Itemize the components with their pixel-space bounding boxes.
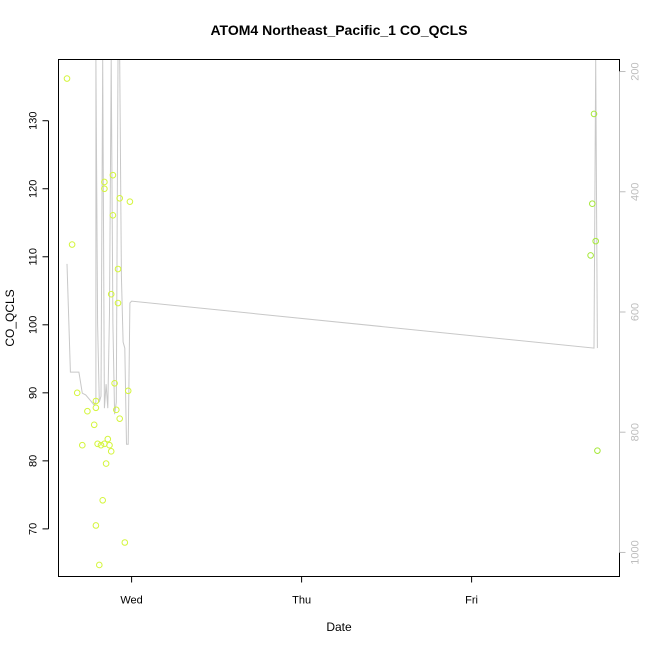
- y-tick-label: 120: [28, 180, 40, 198]
- data-point: [97, 441, 105, 449]
- data-point: [109, 171, 117, 179]
- data-point: [84, 407, 91, 415]
- data-point: [121, 539, 129, 546]
- data-point: [126, 198, 134, 205]
- data-point: [587, 252, 594, 259]
- data-point: [73, 389, 81, 397]
- data-point: [113, 406, 120, 414]
- y-right-tick-label: 1000: [630, 540, 642, 564]
- y-tick-label: 80: [28, 455, 40, 467]
- x-tick-label: Fri: [465, 595, 478, 607]
- y-axis-left: 70 80 90 100 110 120 130: [28, 112, 49, 535]
- profile-line-layer: [66, 59, 598, 445]
- x-tick-label: Wed: [120, 595, 142, 607]
- data-point: [96, 561, 103, 569]
- y-right-tick-label: 200: [630, 62, 642, 80]
- data-point: [102, 460, 110, 467]
- y-tick-label: 110: [28, 248, 40, 266]
- x-axis-label: Date: [326, 620, 352, 634]
- data-point: [106, 441, 113, 449]
- data-point: [104, 435, 112, 443]
- data-point: [63, 75, 71, 82]
- y-right-tick-label: 400: [630, 183, 642, 201]
- data-point: [101, 178, 108, 186]
- data-points-layer: [63, 75, 601, 569]
- data-point: [94, 440, 101, 448]
- y-tick-label: 100: [28, 316, 40, 334]
- data-point: [79, 441, 86, 449]
- data-point: [92, 522, 100, 529]
- data-point: [101, 185, 108, 193]
- data-point: [92, 397, 100, 405]
- data-point: [124, 387, 132, 395]
- plot-box: [58, 59, 620, 577]
- data-point: [111, 380, 118, 387]
- data-point: [107, 448, 115, 455]
- data-point: [107, 290, 115, 298]
- data-point: [92, 404, 100, 412]
- y-right-tick-label: 600: [630, 303, 642, 321]
- data-point: [90, 421, 98, 429]
- x-tick-label: Thu: [292, 595, 311, 607]
- y-axis-right: 200 400 600 800 1000: [619, 62, 642, 565]
- data-point: [589, 200, 596, 208]
- data-point: [114, 299, 122, 307]
- data-point: [594, 447, 601, 454]
- data-point: [109, 211, 117, 219]
- y-tick-label: 130: [28, 112, 40, 130]
- data-point: [116, 415, 123, 422]
- data-point: [114, 265, 122, 273]
- data-point: [592, 237, 600, 245]
- data-point: [590, 110, 598, 118]
- data-point: [116, 194, 123, 202]
- y-tick-label: 70: [28, 523, 40, 535]
- y-axis-label: CO_QCLS: [3, 289, 17, 346]
- profile-line: [66, 59, 598, 445]
- chart-title: ATOM4 Northeast_Pacific_1 CO_QCLS: [210, 22, 467, 38]
- data-point: [68, 241, 76, 248]
- x-axis: Wed Thu Fri: [120, 576, 478, 607]
- data-point: [99, 497, 106, 504]
- y-tick-label: 90: [28, 387, 40, 399]
- y-right-tick-label: 800: [630, 423, 642, 441]
